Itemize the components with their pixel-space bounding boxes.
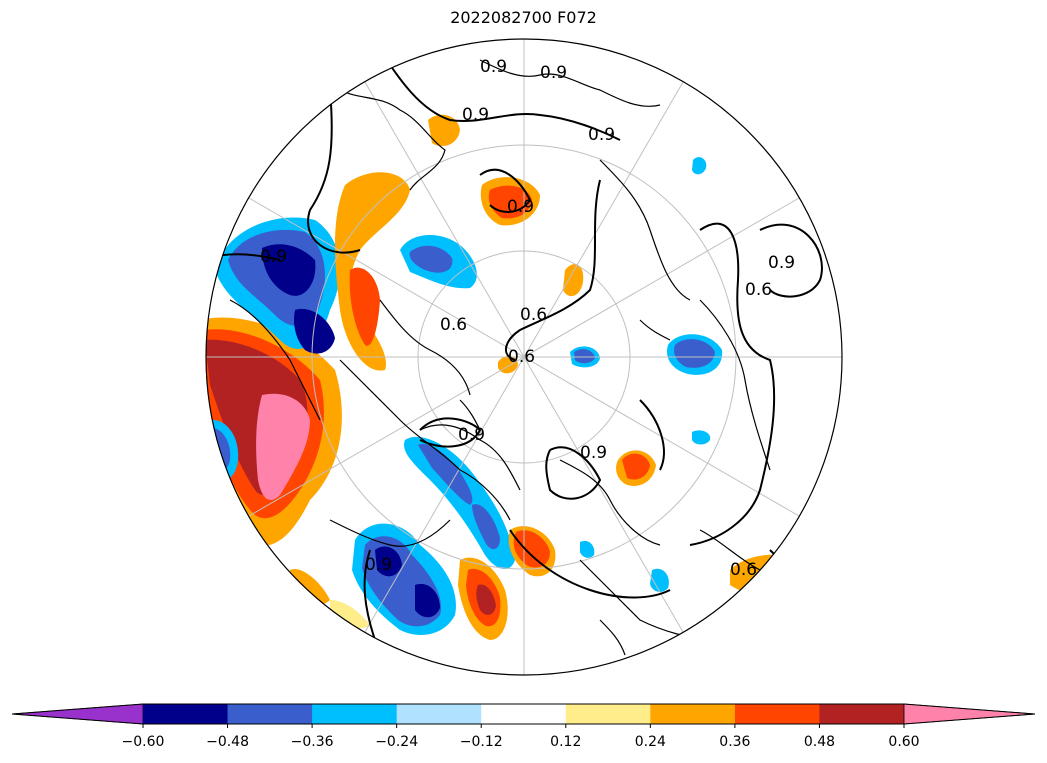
colorbar [11,703,1036,728]
coastlines [229,59,771,656]
colorbar-extend-high [903,703,1036,725]
colorbar-tick-label: −0.48 [206,734,249,750]
contour-label: 0.9 [540,63,567,83]
contour-label: 0.9 [458,425,485,445]
colorbar-segment [734,704,820,724]
contour-label: 0.9 [365,555,392,575]
contour-label: 0.9 [768,253,795,273]
contour-label: 0.9 [260,247,287,267]
colorbar-segment [565,704,651,724]
contour-label: 0.6 [508,347,535,367]
colorbar-tick-label: −0.36 [290,734,334,750]
map-title: 2022082700 F072 [450,8,597,27]
contour-label: 0.9 [462,105,489,125]
anomaly-shading [206,114,800,640]
warm-anomaly-baffin [335,172,410,371]
contour-lines [206,49,823,641]
warm-anomaly-north [428,114,460,147]
contour-label: 0.9 [507,197,534,217]
colorbar-segment [396,704,482,724]
contour-label: 0.9 [588,125,615,145]
colorbar-tick-label: 0.12 [550,734,582,750]
contour-label: 0.9 [480,57,507,77]
colorbar-segment [143,704,229,724]
contour-label: 0.6 [440,315,467,335]
colorbar-segment [819,704,905,724]
colorbar-tick-label: 0.24 [634,734,666,750]
graticule [206,39,842,675]
colorbar-segment [481,704,567,724]
colorbar-tick-label: −0.60 [121,734,165,750]
contour-labels: 0.9 0.9 0.9 0.9 0.9 0.9 0.6 0.6 0.6 0.9 … [260,57,795,580]
colorbar-tick-label: −0.12 [459,734,503,750]
colorbar-extend-low [11,703,144,725]
map-boundary [205,38,843,676]
warm-anomaly-west-peak [256,393,310,500]
colorbar-segment [312,704,398,724]
contour-label: 0.6 [745,280,772,300]
contour-label: 0.6 [520,305,547,325]
contour-label: 0.6 [730,560,757,580]
colorbar-segment [650,704,736,724]
colorbar-tick-label: 0.36 [719,734,751,750]
colorbar-segment [227,704,313,724]
colorbar-tick-label: 0.48 [803,734,836,750]
contour-label: 0.9 [580,443,607,463]
colorbar-tick-label: −0.24 [375,734,419,750]
colorbar-tick-label: 0.60 [888,734,920,750]
